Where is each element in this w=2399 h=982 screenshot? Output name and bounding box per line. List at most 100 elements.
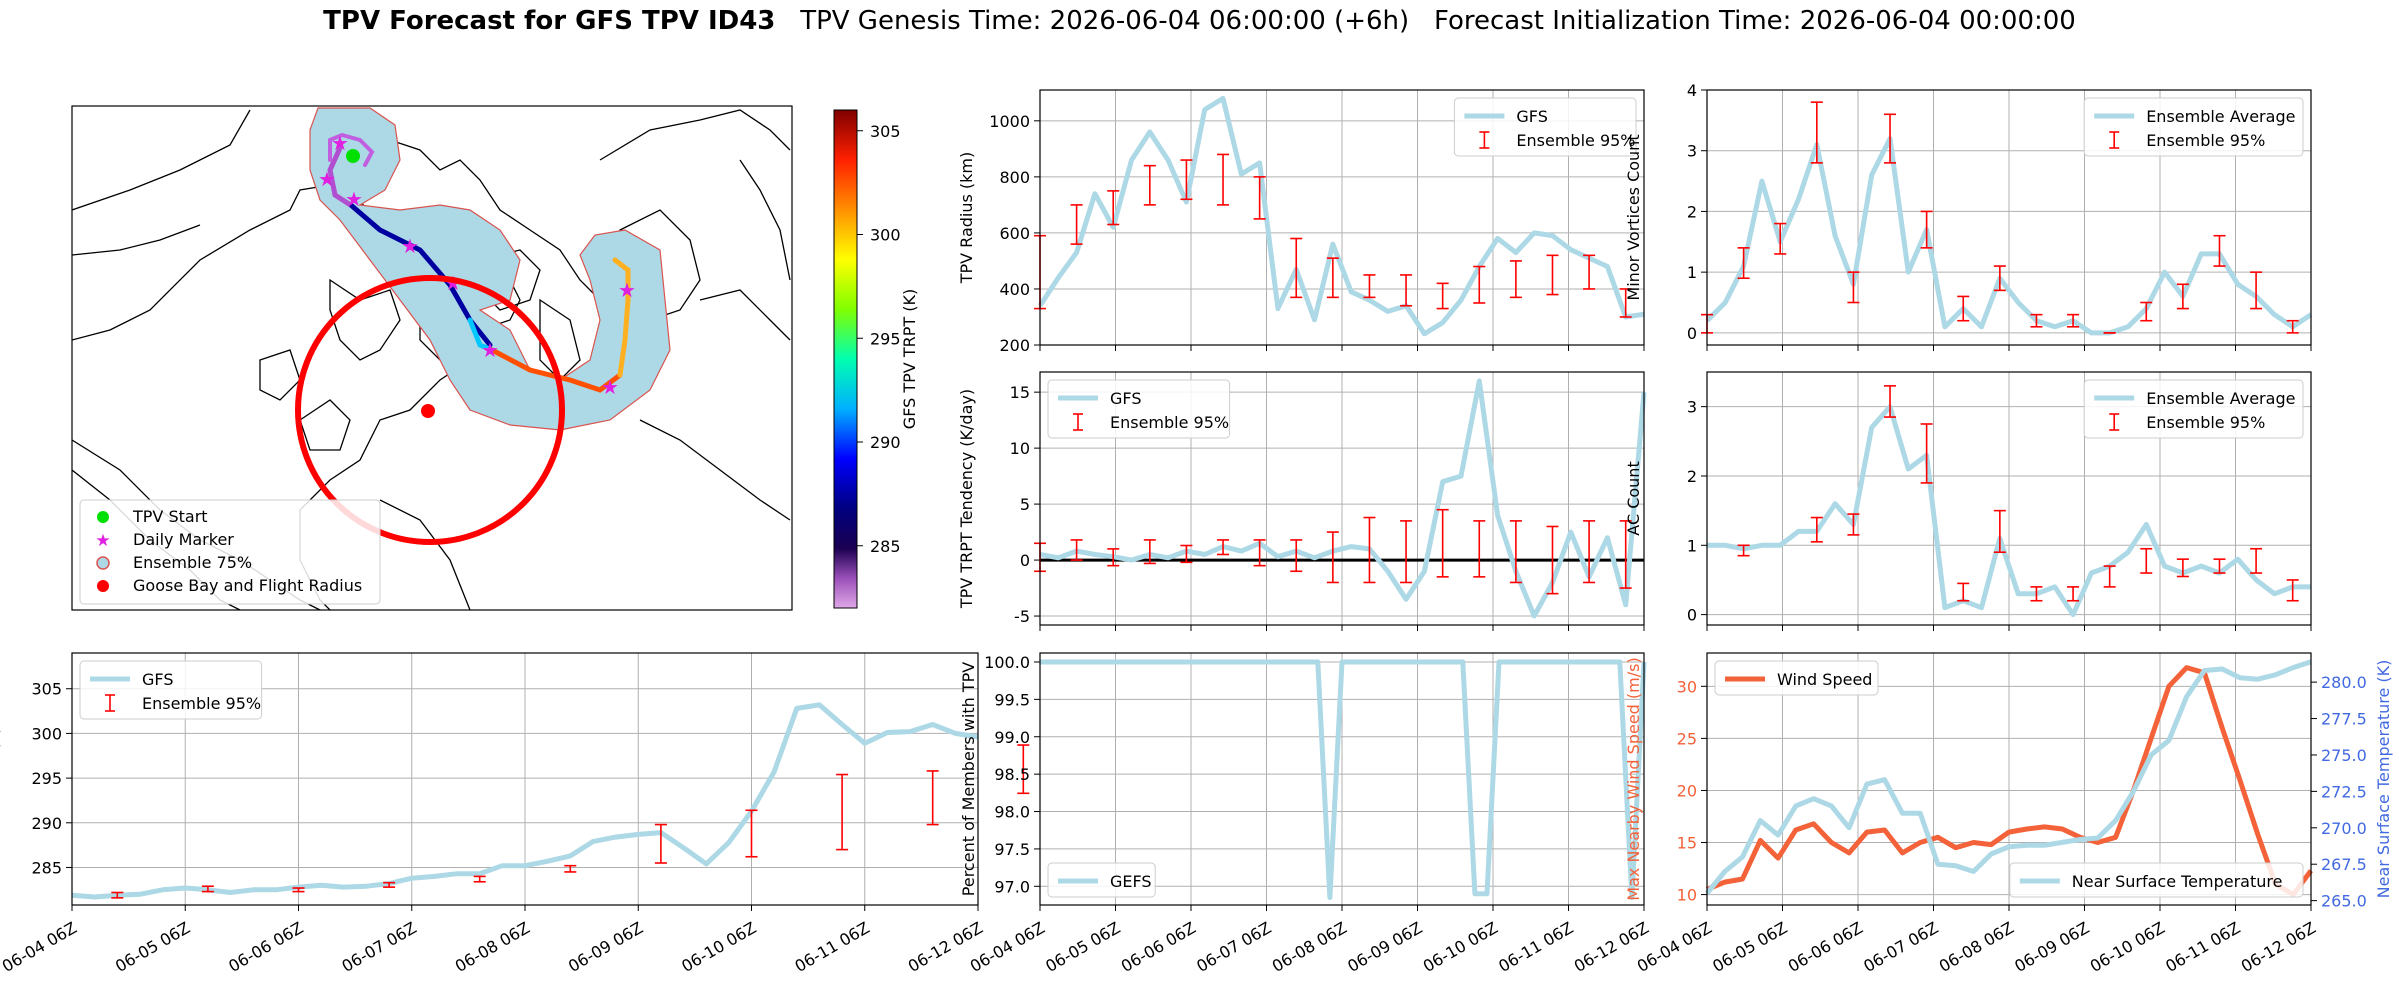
legend: Ensemble Average Ensemble 95% [2083, 97, 2304, 157]
legend-label: Ensemble 95% [142, 694, 261, 713]
x-tick-label: 06-10 06Z [678, 918, 759, 976]
y-right-tick-label: 275.0 [2321, 746, 2367, 765]
y-tick-label: 0 [1020, 551, 1030, 570]
flight-radius-circle [295, 275, 565, 545]
panel-minor_vortices: 0 1 2 3 4 Minor Vortices Count Ensemble Averag… [1624, 81, 2313, 351]
x-tick-label: 06-10 06Z [1420, 918, 1501, 976]
y-tick-label: 1 [1687, 263, 1697, 282]
y-tick-label: 0 [1687, 324, 1697, 343]
y-axis-label: Minor Vortices Count [1624, 134, 1643, 300]
colorbar-tick-label: 305 [870, 122, 901, 141]
y-right-tick-label: 277.5 [2321, 710, 2367, 729]
legend-goose-bay: Goose Bay and Flight Radius [133, 576, 362, 595]
y-tick-label: 15 [1010, 383, 1030, 402]
legend-tpv-start-swatch [97, 511, 109, 523]
legend-label: GFS [1110, 389, 1141, 408]
colorbar-label: GFS TPV TRPT (K) [900, 289, 919, 429]
legend-label: Ensemble Average [2146, 107, 2295, 126]
legend-box [79, 660, 263, 720]
y-tick-label: 10 [1677, 886, 1697, 905]
x-tick-label: 06-08 06Z [452, 918, 533, 976]
legend-box [2009, 862, 2304, 898]
colorbar: 285 290 295 300 305 GFS TPV TRPT (K) [833, 109, 919, 609]
y-tick-label: 5 [1020, 495, 1030, 514]
x-tick-label: 06-04 06Z [0, 918, 80, 976]
y-axis-label: Max Nearby Wind Speed (m/s) [1624, 657, 1643, 900]
legend-daily-marker-swatch: ★ [95, 531, 110, 551]
legend-box [1453, 97, 1637, 157]
figure-title-genesis: TPV Genesis Time: 2026-06-04 06:00:00 (+… [800, 6, 1410, 36]
goose-bay-marker [421, 404, 435, 418]
map-panel: ★ ★ ★ ★ ★ ★ ★ ★ TPV Start ★ Daily Marker… [71, 105, 793, 611]
legend-box [1047, 379, 1231, 439]
legend: GFS Ensemble 95% [1453, 97, 1637, 157]
y-axis-label: TPV TRPT Tendency (K/day) [957, 389, 976, 609]
y-tick-label: 290 [31, 814, 62, 833]
legend-daily-marker: Daily Marker [133, 530, 234, 549]
y-tick-label: 100.0 [984, 653, 1030, 672]
map-legend-box [79, 499, 381, 605]
svg-text:★: ★ [618, 278, 636, 302]
plot-frame [1706, 89, 2312, 346]
y-axis-label: AC Count [1624, 461, 1643, 535]
y-right-tick-label: 270.0 [2321, 819, 2367, 838]
figure-title-bold: TPV Forecast for GFS TPV ID43 [323, 6, 776, 36]
colorbar-tick-label: 290 [870, 433, 901, 452]
legend-label: Ensemble Average [2146, 389, 2295, 408]
legend-label: Ensemble 95% [1110, 413, 1229, 432]
y-tick-label: 30 [1677, 677, 1697, 696]
panel-trpt_tendency: -5 0 5 10 15 TPV TRPT Tendency (K/day) GFS Ense… [957, 371, 1647, 631]
legend-label: GFS [1516, 107, 1547, 126]
y-right-tick-label: 267.5 [2321, 855, 2367, 874]
x-tick-label: 06-11 06Z [2162, 918, 2243, 976]
map-legend: TPV Start ★ Daily Marker Ensemble 75% Go… [79, 499, 381, 605]
legend-box [2083, 379, 2304, 439]
y-tick-label: 0 [1687, 606, 1697, 625]
y-tick-label: 2 [1687, 202, 1697, 221]
map-content: ★ ★ ★ ★ ★ ★ ★ ★ [72, 107, 791, 610]
x-tick-label: 06-07 06Z [1193, 918, 1274, 976]
legend-label: GEFS [1110, 872, 1152, 891]
legend-box [1047, 862, 1156, 898]
y-tick-label: 800 [999, 168, 1030, 187]
x-tick-label: 06-05 06Z [112, 918, 193, 976]
legend-label: GFS [142, 670, 173, 689]
y-tick-label: 400 [999, 280, 1030, 299]
y-right-axis-label: Near Surface Temperature (K) [2374, 660, 2393, 899]
series-line-0 [1705, 136, 2313, 336]
y-tick-label: -5 [1014, 607, 1030, 626]
legend-tpv-start: TPV Start [132, 507, 208, 526]
x-tick-label: 06-08 06Z [1936, 918, 2017, 976]
panel-ac_count: 0 1 2 3 AC Count Ensemble Average Ensemble 95% [1624, 371, 2312, 631]
y-right-tick-label: 272.5 [2321, 782, 2367, 801]
y-tick-label: 600 [999, 224, 1030, 243]
x-tick-label: 06-09 06Z [565, 918, 646, 976]
colorbar-ticks: 285 290 295 300 305 [857, 122, 901, 556]
legend: GFS Ensemble 95% [79, 660, 263, 720]
plot-frame [1039, 652, 1645, 906]
y-tick-label: 1000 [989, 112, 1030, 131]
ensemble-75-region [309, 107, 671, 431]
y-right-tick-label: 280.0 [2321, 673, 2367, 692]
panel-radius: 200 400 600 800 1000 TPV Radius (km) GFS Ensemb… [957, 89, 1645, 355]
svg-text:★: ★ [601, 375, 619, 399]
y-tick-label: 99.5 [994, 690, 1030, 709]
legend-ensemble-75: Ensemble 75% [133, 553, 252, 572]
x-tick-label: 06-06 06Z [1118, 918, 1199, 976]
y-tick-label: 98.0 [994, 803, 1030, 822]
colorbar-tick-label: 285 [870, 537, 901, 556]
y-axis-label: TPV Radius (km) [957, 152, 976, 285]
y-tick-label: 3 [1687, 398, 1697, 417]
svg-text:★: ★ [345, 187, 363, 211]
figure-title-init: Forecast Initialization Time: 2026-06-04… [1433, 6, 2076, 36]
x-tick-label: 06-11 06Z [791, 918, 872, 976]
colorbar-tick-label: 300 [870, 226, 901, 245]
y-tick-label: 20 [1677, 781, 1697, 800]
x-tick-label: 06-11 06Z [1495, 918, 1576, 976]
x-tick-label: 06-06 06Z [225, 918, 306, 976]
legend-box [1714, 660, 1879, 696]
